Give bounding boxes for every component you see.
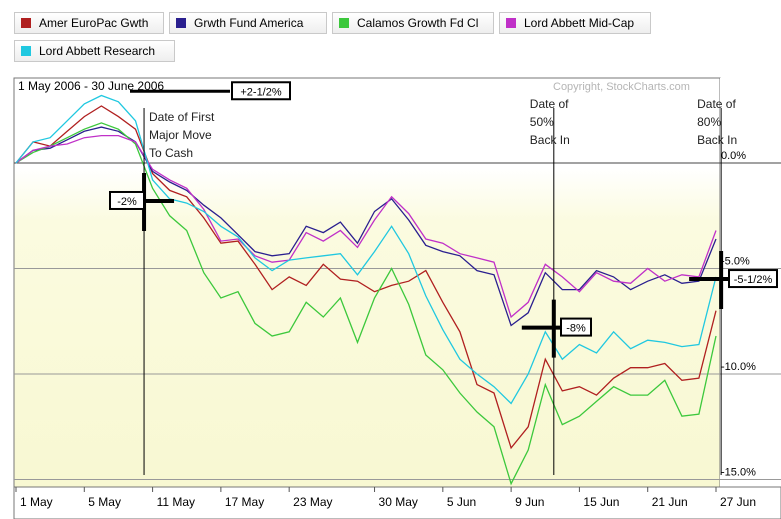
legend-item-amer-europac[interactable]: Amer EuroPac Gwth [14,12,164,34]
series-line [15,105,717,450]
first-move-box [109,190,145,210]
x-tick-label: 5 May [88,495,121,509]
peak-box-label: +2-1/2% [240,86,281,98]
legend-swatch [506,18,516,28]
x-tick-label: 9 Jun [515,495,544,509]
series-line [15,126,717,327]
annotation-text: Back In [697,133,737,147]
annotation-text: Date of First [149,110,215,124]
legend-swatch [339,18,349,28]
x-tick-label: 11 May [157,495,195,509]
annotation-text: Date of [697,97,736,111]
annotation-text: Major Move [149,128,212,142]
y-tick-label: -10.0% [721,361,756,373]
chart-title: 1 May 2006 - 30 June 2006 [18,79,164,93]
legend-label: Grwth Fund America [194,16,304,30]
x-tick-label: 1 May [20,495,53,509]
legend-item-lord-abbett-research[interactable]: Lord Abbett Research [14,40,175,62]
series-line [15,134,717,319]
x-tick-label: 23 May [293,495,332,509]
legend-swatch [21,18,31,28]
chart-legend: Amer EuroPac Gwth Grwth Fund America Cal… [0,0,781,72]
legend-item-calamos-growth[interactable]: Calamos Growth Fd Cl [332,12,494,34]
x-tick-label: 5 Jun [447,495,476,509]
x-tick-label: 21 Jun [652,495,688,509]
peak-box [231,81,291,101]
annotation-text: Date of [530,97,569,111]
legend-item-growth-fund-america[interactable]: Grwth Fund America [169,12,327,34]
x-tick-label: 15 Jun [583,495,619,509]
copyright-watermark: Copyright, StockCharts.com [553,81,690,93]
eighty-back-box-label: -5-1/2% [734,274,773,286]
eighty-back-box [728,269,778,289]
x-tick-label: 27 Jun [720,495,756,509]
x-tick-label: 17 May [225,495,264,509]
annotation-text: To Cash [149,146,193,160]
first-move-box-label: -2% [117,196,137,208]
legend-label: Calamos Growth Fd Cl [357,16,479,30]
y-tick-label: 0.0% [721,150,746,162]
x-axis-band [13,486,781,519]
annotation-text: 50% [530,115,554,129]
legend-swatch [176,18,186,28]
x-tick-label: 30 May [379,495,418,509]
fifty-back-box [560,317,592,337]
annotation-text: 80% [697,115,721,129]
legend-label: Lord Abbett Research [39,44,156,58]
y-tick-label: -5.0% [721,256,750,268]
fifty-back-box-label: -8% [566,323,586,335]
legend-label: Lord Abbett Mid-Cap [524,16,635,30]
series-line [15,94,717,405]
legend-swatch [21,46,31,56]
plot-area [13,77,721,488]
annotation-text: Back In [530,133,570,147]
legend-item-lord-abbett-midcap[interactable]: Lord Abbett Mid-Cap [499,12,651,34]
legend-label: Amer EuroPac Gwth [39,16,149,30]
y-tick-label: -15.0% [721,467,756,479]
